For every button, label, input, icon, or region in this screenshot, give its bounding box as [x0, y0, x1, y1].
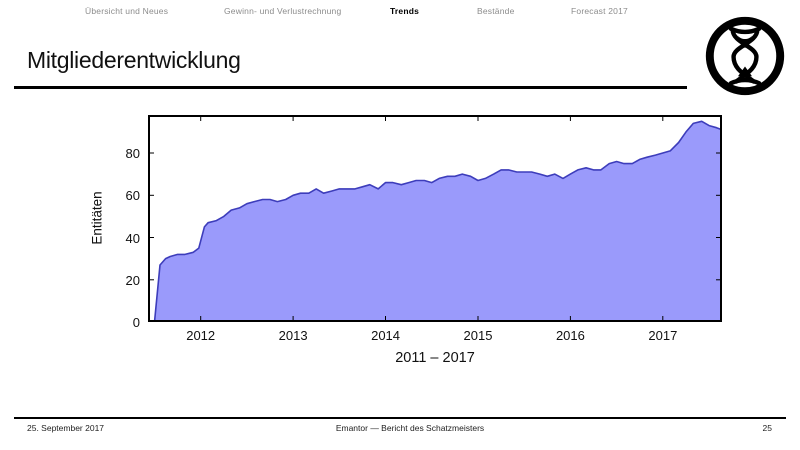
- y-tick-label: 40: [125, 230, 140, 246]
- nav-item-gewinn-verlust[interactable]: Gewinn- und Verlustrechnung: [224, 6, 342, 16]
- footer-divider: [14, 417, 786, 419]
- page-title: Mitgliederentwicklung: [27, 47, 241, 73]
- title-divider: [14, 86, 687, 89]
- footer-page-number: 25: [762, 423, 772, 433]
- nav-item-bestaende[interactable]: Bestände: [477, 6, 515, 16]
- area-line: [153, 120, 722, 322]
- members-area-chart: [148, 115, 722, 322]
- x-tick-label: 2016: [555, 328, 585, 343]
- nav-item-forecast[interactable]: Forecast 2017: [571, 6, 628, 16]
- nav-item-trends[interactable]: Trends: [390, 6, 420, 16]
- hourglass-sand: [737, 35, 753, 77]
- hourglass-logo-icon: [705, 16, 785, 96]
- x-tick-label: 2012: [186, 328, 216, 343]
- logo-ring: [705, 16, 785, 96]
- chart-x-axis-label: 2011 – 2017: [395, 350, 475, 366]
- y-tick-label: 0: [132, 315, 140, 330]
- y-tick-label: 20: [125, 272, 140, 288]
- x-tick-label: 2013: [278, 328, 308, 343]
- nav-item-uebersicht[interactable]: Übersicht und Neues: [85, 6, 169, 16]
- area-fill: [154, 121, 722, 322]
- x-tick-label: 2017: [648, 328, 678, 343]
- x-tick-label: 2014: [371, 328, 401, 343]
- plot-frame: [148, 115, 722, 322]
- footer-author-title: Emantor — Bericht des Schatzmeisters: [335, 423, 485, 433]
- y-tick-label: 60: [125, 188, 140, 204]
- footer-date: 25. September 2017: [27, 423, 105, 433]
- x-tick-label: 2015: [463, 328, 493, 343]
- y-tick-label: 80: [125, 146, 140, 162]
